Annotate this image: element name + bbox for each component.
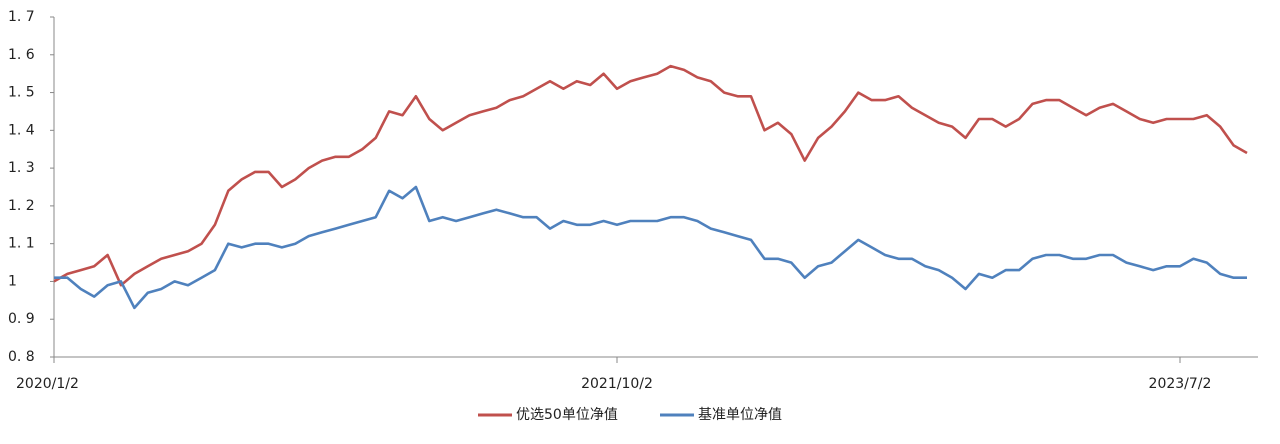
y-tick-label: 1. 6 — [8, 47, 35, 63]
y-tick-label: 1. 1 — [8, 236, 35, 252]
y-tick-label: 1 — [8, 273, 17, 289]
y-tick-label: 1. 3 — [8, 160, 35, 176]
series-line — [54, 185, 1247, 310]
y-tick-label: 1. 2 — [8, 198, 35, 214]
x-tick-label: 2021/10/2 — [581, 376, 653, 392]
legend-label: 优选50单位净值 — [516, 407, 618, 423]
x-tick-label: 2023/7/2 — [1149, 376, 1212, 392]
y-tick-label: 1. 4 — [8, 122, 35, 138]
y-tick-label: 0. 9 — [8, 311, 35, 327]
y-tick-label: 1. 5 — [8, 85, 35, 101]
legend-label: 基准单位净值 — [698, 406, 782, 423]
y-tick-label: 1. 7 — [8, 9, 35, 25]
y-tick-label: 0. 8 — [8, 349, 35, 365]
series-line — [53, 64, 1248, 287]
x-tick-label: 2020/1/2 — [16, 376, 79, 392]
